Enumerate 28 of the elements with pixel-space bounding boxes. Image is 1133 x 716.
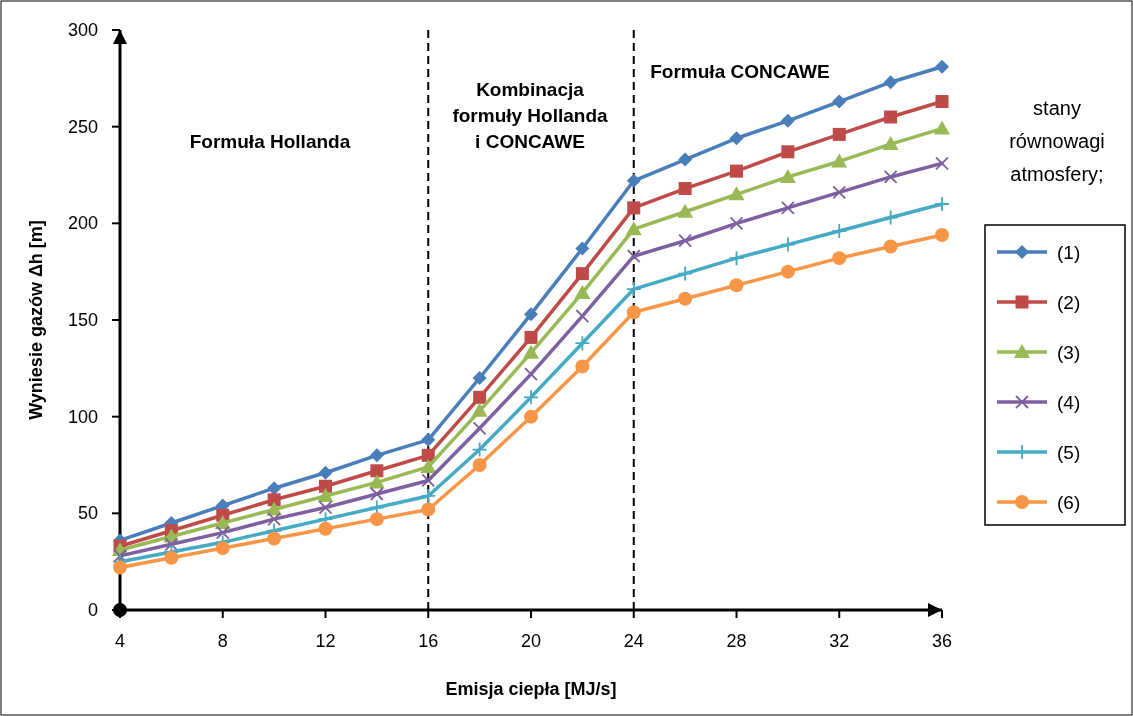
x-tick-label: 24	[623, 631, 644, 651]
legend-label: (3)	[1057, 342, 1081, 363]
legend-title: stany równowagi atmosfery;	[1009, 97, 1105, 185]
x-tick-label: 32	[829, 631, 850, 651]
x-tick-label: 4	[114, 631, 126, 651]
legend-label: (6)	[1057, 492, 1081, 513]
y-tick-label: 300	[67, 20, 98, 40]
y-tick-label: 250	[67, 116, 98, 137]
x-tick-label: 16	[418, 631, 439, 651]
y-axis-title: Wyniesie gazów Δh [m]	[26, 220, 46, 420]
x-tick-label: 20	[520, 631, 542, 651]
annotation: Formuła Hollanda	[189, 131, 351, 152]
y-tick-label: 100	[67, 406, 98, 427]
legend-label: (1)	[1057, 242, 1081, 263]
legend-label: (4)	[1057, 392, 1081, 413]
annotation: Formuła CONCAWE	[650, 61, 830, 82]
x-tick-label: 8	[217, 631, 228, 651]
y-tick-label: 200	[67, 213, 98, 234]
x-axis-title: Emisja ciepła [MJ/s]	[445, 679, 617, 699]
x-tick-label: 36	[931, 631, 953, 651]
y-tick-label: 50	[77, 503, 98, 524]
legend-label: (5)	[1057, 442, 1081, 463]
x-tick-label: 12	[315, 631, 336, 651]
legend-label: (2)	[1057, 292, 1081, 313]
x-tick-label: 28	[726, 631, 747, 651]
y-tick-label: 150	[67, 310, 98, 330]
y-tick-label: 0	[87, 600, 98, 620]
annotation: Kombinacja formuły Hollanda i CONCAWE	[452, 79, 609, 152]
